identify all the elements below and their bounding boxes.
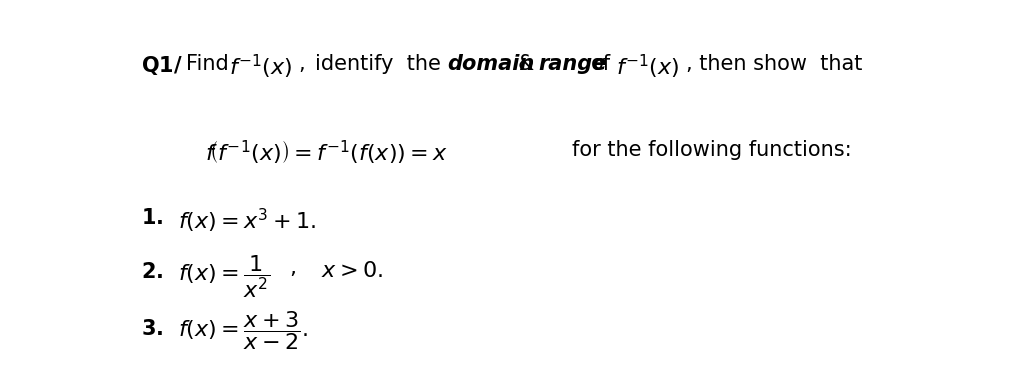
Text: $f^{-1}(x)$: $f^{-1}(x)$	[617, 53, 679, 81]
Text: ,: ,	[298, 54, 305, 74]
Text: Find: Find	[187, 54, 229, 74]
Text: , then show  that: , then show that	[686, 54, 862, 74]
Text: $\mathbf{1.}$: $\mathbf{1.}$	[141, 208, 163, 228]
Text: $f(x) = \dfrac{1}{x^2}$: $f(x) = \dfrac{1}{x^2}$	[178, 254, 271, 300]
Text: for the following functions:: for the following functions:	[572, 140, 852, 160]
Text: $f^{-1}(x)$: $f^{-1}(x)$	[229, 53, 292, 81]
Text: range: range	[539, 54, 607, 74]
Text: $f(x) = \dfrac{x+3}{x-2}.$: $f(x) = \dfrac{x+3}{x-2}.$	[178, 309, 308, 352]
Text: domain: domain	[446, 54, 534, 74]
Text: $,$: $,$	[289, 258, 296, 278]
Text: &: &	[518, 54, 534, 74]
Text: $x > 0.$: $x > 0.$	[321, 261, 383, 281]
Text: $\mathbf{2.}$: $\mathbf{2.}$	[141, 262, 163, 282]
Text: of: of	[591, 54, 610, 74]
Text: $f(x) = x^3 + 1.$: $f(x) = x^3 + 1.$	[178, 207, 317, 235]
Text: $\mathbf{3.}$: $\mathbf{3.}$	[141, 319, 163, 339]
Text: identify  the: identify the	[315, 54, 441, 74]
Text: $f\!\left(f^{-1}(x)\right) = f^{-1}(f(x)) = x$: $f\!\left(f^{-1}(x)\right) = f^{-1}(f(x)…	[205, 138, 447, 166]
Text: $\mathbf{Q1/}$: $\mathbf{Q1/}$	[141, 54, 182, 77]
